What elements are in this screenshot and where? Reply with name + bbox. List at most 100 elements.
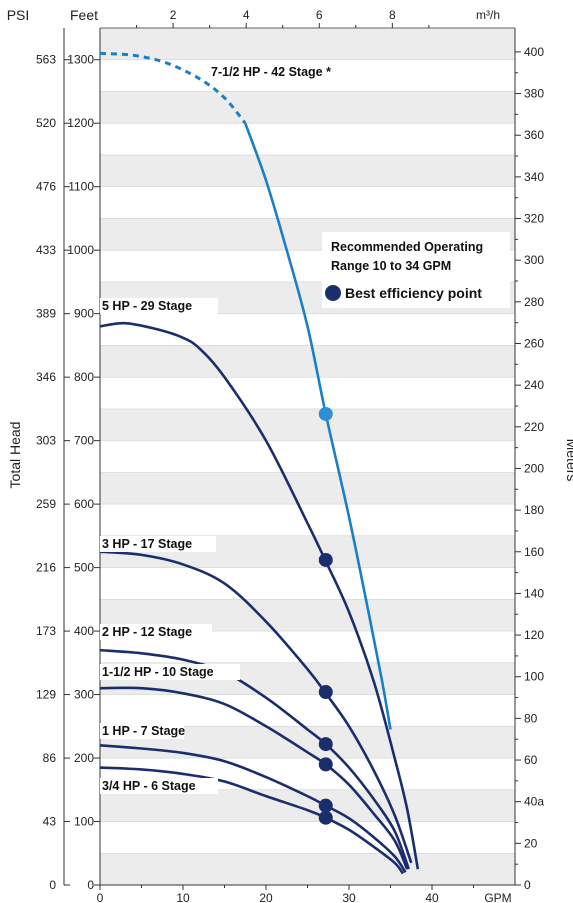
feet-tick-label: 1200 — [67, 116, 94, 130]
legend-bep-marker — [325, 285, 341, 301]
grid-band — [100, 853, 515, 885]
gpm-tick-label: 30 — [342, 891, 356, 903]
psi-tick-label: 563 — [36, 53, 56, 67]
curve-label-background — [100, 536, 216, 552]
curve-label-background — [100, 664, 240, 680]
gpm-tick-label: 40 — [425, 891, 439, 903]
curve-label-background — [100, 778, 218, 794]
legend-bep-label: Best efficiency point — [345, 285, 482, 301]
feet-tick-label: 900 — [74, 307, 94, 321]
feet-tick-label: 700 — [74, 434, 94, 448]
curve-labels: 7-1/2 HP - 42 Stage * 5 HP - 29 Stage 3 HP… — [100, 64, 359, 794]
curve-label: 2 HP - 12 Stage — [102, 625, 192, 639]
gpm-tick-label: 20 — [259, 891, 273, 903]
psi-axis-title: PSI — [7, 7, 30, 23]
feet-tick-label: 1100 — [68, 180, 94, 194]
feet-tick-label: 600 — [74, 497, 94, 511]
gpm-tick-label: 0 — [97, 891, 104, 903]
feet-tick-label: 300 — [74, 688, 94, 702]
meters-tick-label: 140 — [524, 586, 544, 600]
meters-tick-label: 340 — [524, 170, 544, 184]
feet-tick-label: 800 — [74, 370, 94, 384]
curve-label: 1 HP - 7 Stage — [102, 724, 185, 738]
grid-band — [100, 345, 515, 378]
meters-tick-label: 280 — [524, 295, 544, 309]
grid-band — [100, 154, 515, 187]
curve-label-background — [100, 298, 218, 314]
psi-tick-label: 389 — [36, 307, 56, 321]
m3h-tick-label: 6 — [316, 8, 323, 22]
bep-point — [318, 406, 333, 421]
psi-tick-label: 173 — [36, 624, 56, 638]
m3h-tick-label: 8 — [389, 8, 396, 22]
psi-tick-label: 86 — [43, 751, 57, 765]
grid-band — [100, 472, 515, 505]
curve-label: 5 HP - 29 Stage — [102, 299, 192, 313]
psi-tick-label: 476 — [36, 180, 56, 194]
total-head-axis-title: Total Head — [7, 422, 23, 489]
feet-tick-label: 500 — [74, 561, 94, 575]
meters-tick-label: 180 — [524, 503, 544, 517]
psi-tick-label: 520 — [36, 116, 56, 130]
meters-tick-label: 80 — [524, 711, 538, 725]
curve-1-line — [99, 321, 420, 870]
bep-point — [318, 810, 333, 825]
feet-tick-label: 100 — [74, 815, 94, 829]
bep-point — [318, 798, 333, 813]
feet-tick-label: 200 — [74, 751, 94, 765]
psi-tick-label: 259 — [36, 497, 56, 511]
m3h-tick-label: 4 — [243, 8, 250, 22]
legend: Recommended Operating Range 10 to 34 GPM… — [322, 232, 510, 308]
feet-tick-label: 1300 — [67, 53, 94, 67]
curve-label-background — [100, 723, 184, 739]
feet-tick-label: 0 — [87, 878, 94, 892]
psi-tick-label: 346 — [36, 370, 56, 384]
feet-tick-label: 1000 — [67, 243, 94, 257]
bep-markers — [318, 406, 333, 825]
psi-tick-label: 0 — [49, 878, 56, 892]
meters-tick-label: 240 — [524, 378, 544, 392]
curve-label-background — [209, 64, 359, 80]
meters-tick-label: 120 — [524, 628, 544, 642]
curve-4-line — [99, 686, 409, 870]
gpm-tick-label: 10 — [176, 891, 190, 903]
meters-tick-label: 300 — [524, 253, 544, 267]
meters-tick-label: 400 — [524, 45, 544, 59]
grid-band — [100, 789, 515, 822]
bep-point — [318, 757, 333, 772]
feet-axis-title: Feet — [70, 7, 98, 23]
psi-tick-label: 129 — [36, 688, 56, 702]
curve-label-background — [100, 624, 212, 640]
meters-tick-label: 100 — [524, 670, 544, 684]
axis-ticks — [64, 23, 521, 890]
meters-tick-label: 360 — [524, 128, 544, 142]
meters-axis-title: Meters — [564, 439, 573, 482]
legend-background — [322, 232, 510, 308]
curve-6-line — [99, 766, 405, 875]
meters-tick-label: 380 — [524, 87, 544, 101]
curve-label: 7-1/2 HP - 42 Stage * — [211, 65, 331, 79]
meters-tick-label: 40a — [524, 795, 544, 809]
grid-bands — [100, 28, 515, 886]
curve-5-line — [99, 744, 407, 874]
bep-point — [318, 737, 333, 752]
grid-band — [100, 408, 515, 441]
meters-tick-label: 320 — [524, 212, 544, 226]
psi-tick-label: 43 — [43, 815, 57, 829]
legend-line-1: Recommended Operating — [331, 240, 483, 254]
gpm-unit-label: GPM — [484, 891, 511, 903]
psi-tick-label: 216 — [36, 561, 56, 575]
curve-label: 1-1/2 HP - 10 Stage — [102, 665, 214, 679]
axis-labels: 0100200300400500600700800900100011001200… — [7, 7, 573, 903]
bep-point — [318, 685, 333, 700]
grid-band — [100, 28, 515, 60]
psi-tick-label: 303 — [36, 434, 56, 448]
legend-line-2: Range 10 to 34 GPM — [331, 259, 451, 273]
m3h-unit-label: m³/h — [476, 8, 500, 22]
feet-tick-label: 400 — [74, 624, 94, 638]
curve-label: 3/4 HP - 6 Stage — [102, 779, 196, 793]
meters-tick-label: 260 — [524, 336, 544, 350]
curve-label: 3 HP - 17 Stage — [102, 537, 192, 551]
curve-3-line — [99, 648, 410, 870]
grid-band — [100, 91, 515, 124]
